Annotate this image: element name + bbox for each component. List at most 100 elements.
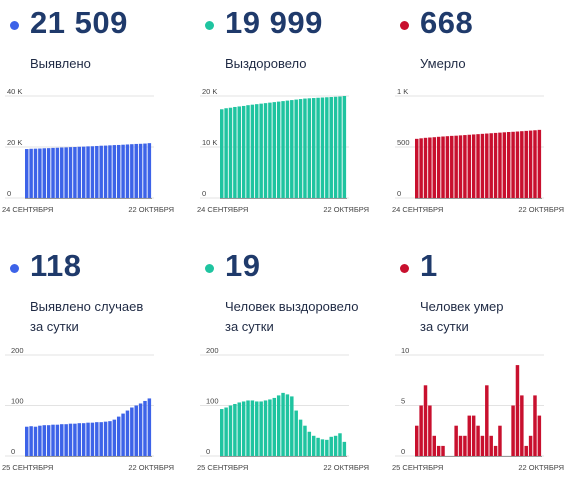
legend-dot-icon xyxy=(400,21,409,30)
bar xyxy=(506,132,511,198)
legend-dot-icon xyxy=(10,264,19,273)
bar xyxy=(220,409,224,456)
bar xyxy=(276,101,281,198)
bar xyxy=(268,399,272,456)
bar-chart: 0 500 1 K 24 СЕНТЯБРЯ 22 ОКТЯБРЯ xyxy=(392,87,564,214)
y-tick-label: 100 xyxy=(206,397,219,406)
bar xyxy=(103,145,108,198)
bar xyxy=(46,425,51,456)
stat-label: Человек выздоровело xyxy=(225,299,359,314)
bar xyxy=(60,424,64,457)
bar xyxy=(533,395,537,456)
bar-chart: 0 5 10 25 СЕНТЯБРЯ 22 ОКТЯБРЯ xyxy=(392,346,564,472)
y-tick-label: 0 xyxy=(11,447,15,456)
stat-value: 1 xyxy=(420,248,438,283)
bar xyxy=(285,100,290,198)
bar xyxy=(467,134,472,198)
bar xyxy=(268,102,272,198)
bar xyxy=(116,416,121,456)
y-tick-label: 200 xyxy=(11,346,24,355)
bar xyxy=(38,425,42,456)
x-tick-label-start: 25 СЕНТЯБРЯ xyxy=(197,463,248,472)
bar xyxy=(224,108,228,198)
bar xyxy=(436,136,441,198)
bar xyxy=(489,435,493,456)
bar xyxy=(77,423,82,457)
bar xyxy=(432,137,436,198)
legend-dot-icon xyxy=(400,264,409,273)
bar xyxy=(259,103,263,198)
bar xyxy=(29,148,33,198)
x-tick-label-end: 22 ОКТЯБРЯ xyxy=(323,205,369,214)
bar xyxy=(441,445,445,456)
bar xyxy=(489,133,493,198)
bar xyxy=(436,445,441,456)
bar xyxy=(116,144,121,198)
bar xyxy=(493,445,498,456)
bar xyxy=(55,147,60,198)
bar xyxy=(112,145,117,198)
bar xyxy=(476,425,480,456)
bar xyxy=(143,400,147,456)
x-tick-label-end: 22 ОКТЯБРЯ xyxy=(323,463,369,472)
bar xyxy=(325,439,329,456)
bar xyxy=(537,129,542,198)
bar xyxy=(458,435,463,456)
bar xyxy=(64,424,68,457)
panel-died-daily: 1 Человек умер за сутки 0 5 10 25 СЕНТЯБРЯ 22 О… xyxy=(390,243,585,486)
panel-detected: 21 509 Выявлено 0 20 K 40 K 24 СЕНТЯБРЯ 22 ОКТ… xyxy=(0,0,195,243)
bar xyxy=(307,98,312,198)
bar xyxy=(99,145,103,198)
bar xyxy=(143,143,147,198)
bar xyxy=(138,403,143,456)
bar xyxy=(485,133,489,198)
bar xyxy=(81,423,86,457)
bar xyxy=(25,426,29,456)
y-tick-label: 500 xyxy=(397,138,410,147)
y-tick-label: 200 xyxy=(206,346,219,355)
bar xyxy=(342,441,347,456)
bar xyxy=(338,96,342,198)
y-tick-label: 100 xyxy=(11,397,24,406)
y-tick-label: 20 K xyxy=(7,138,22,147)
bar xyxy=(130,407,134,456)
stat-label-line2: за сутки xyxy=(420,319,469,334)
bar xyxy=(86,422,90,456)
bar xyxy=(134,143,138,198)
bar xyxy=(463,135,467,198)
bar xyxy=(515,365,520,456)
bar xyxy=(520,131,524,198)
bar xyxy=(86,146,90,198)
bar xyxy=(450,135,454,198)
bar xyxy=(480,435,485,456)
bar xyxy=(498,425,502,456)
stat-label: Выявлено случаев xyxy=(30,299,144,314)
bar xyxy=(121,144,125,198)
bar xyxy=(303,425,307,456)
bar xyxy=(303,98,307,198)
bar xyxy=(272,102,277,198)
bar xyxy=(272,397,277,456)
bar xyxy=(419,405,423,456)
bar xyxy=(333,435,338,456)
panel-recovered: 19 999 Выздоровело 0 10 K 20 K 24 СЕНТЯБРЯ 22 … xyxy=(195,0,390,243)
bar xyxy=(42,148,46,199)
bar xyxy=(33,148,38,198)
x-tick-label-end: 22 ОКТЯБРЯ xyxy=(518,463,564,472)
y-tick-label: 5 xyxy=(401,397,405,406)
bar xyxy=(125,410,130,456)
bar xyxy=(42,425,46,456)
y-tick-label: 0 xyxy=(206,447,210,456)
bar xyxy=(294,410,298,456)
bar xyxy=(51,147,55,198)
bar xyxy=(134,405,138,456)
y-tick-label: 0 xyxy=(397,189,401,198)
bar xyxy=(423,385,428,456)
bar xyxy=(112,419,117,456)
bar xyxy=(320,97,325,198)
bar xyxy=(68,423,73,456)
bar xyxy=(325,97,329,198)
bar xyxy=(241,105,246,198)
bar xyxy=(228,107,233,198)
y-tick-label: 0 xyxy=(7,189,11,198)
